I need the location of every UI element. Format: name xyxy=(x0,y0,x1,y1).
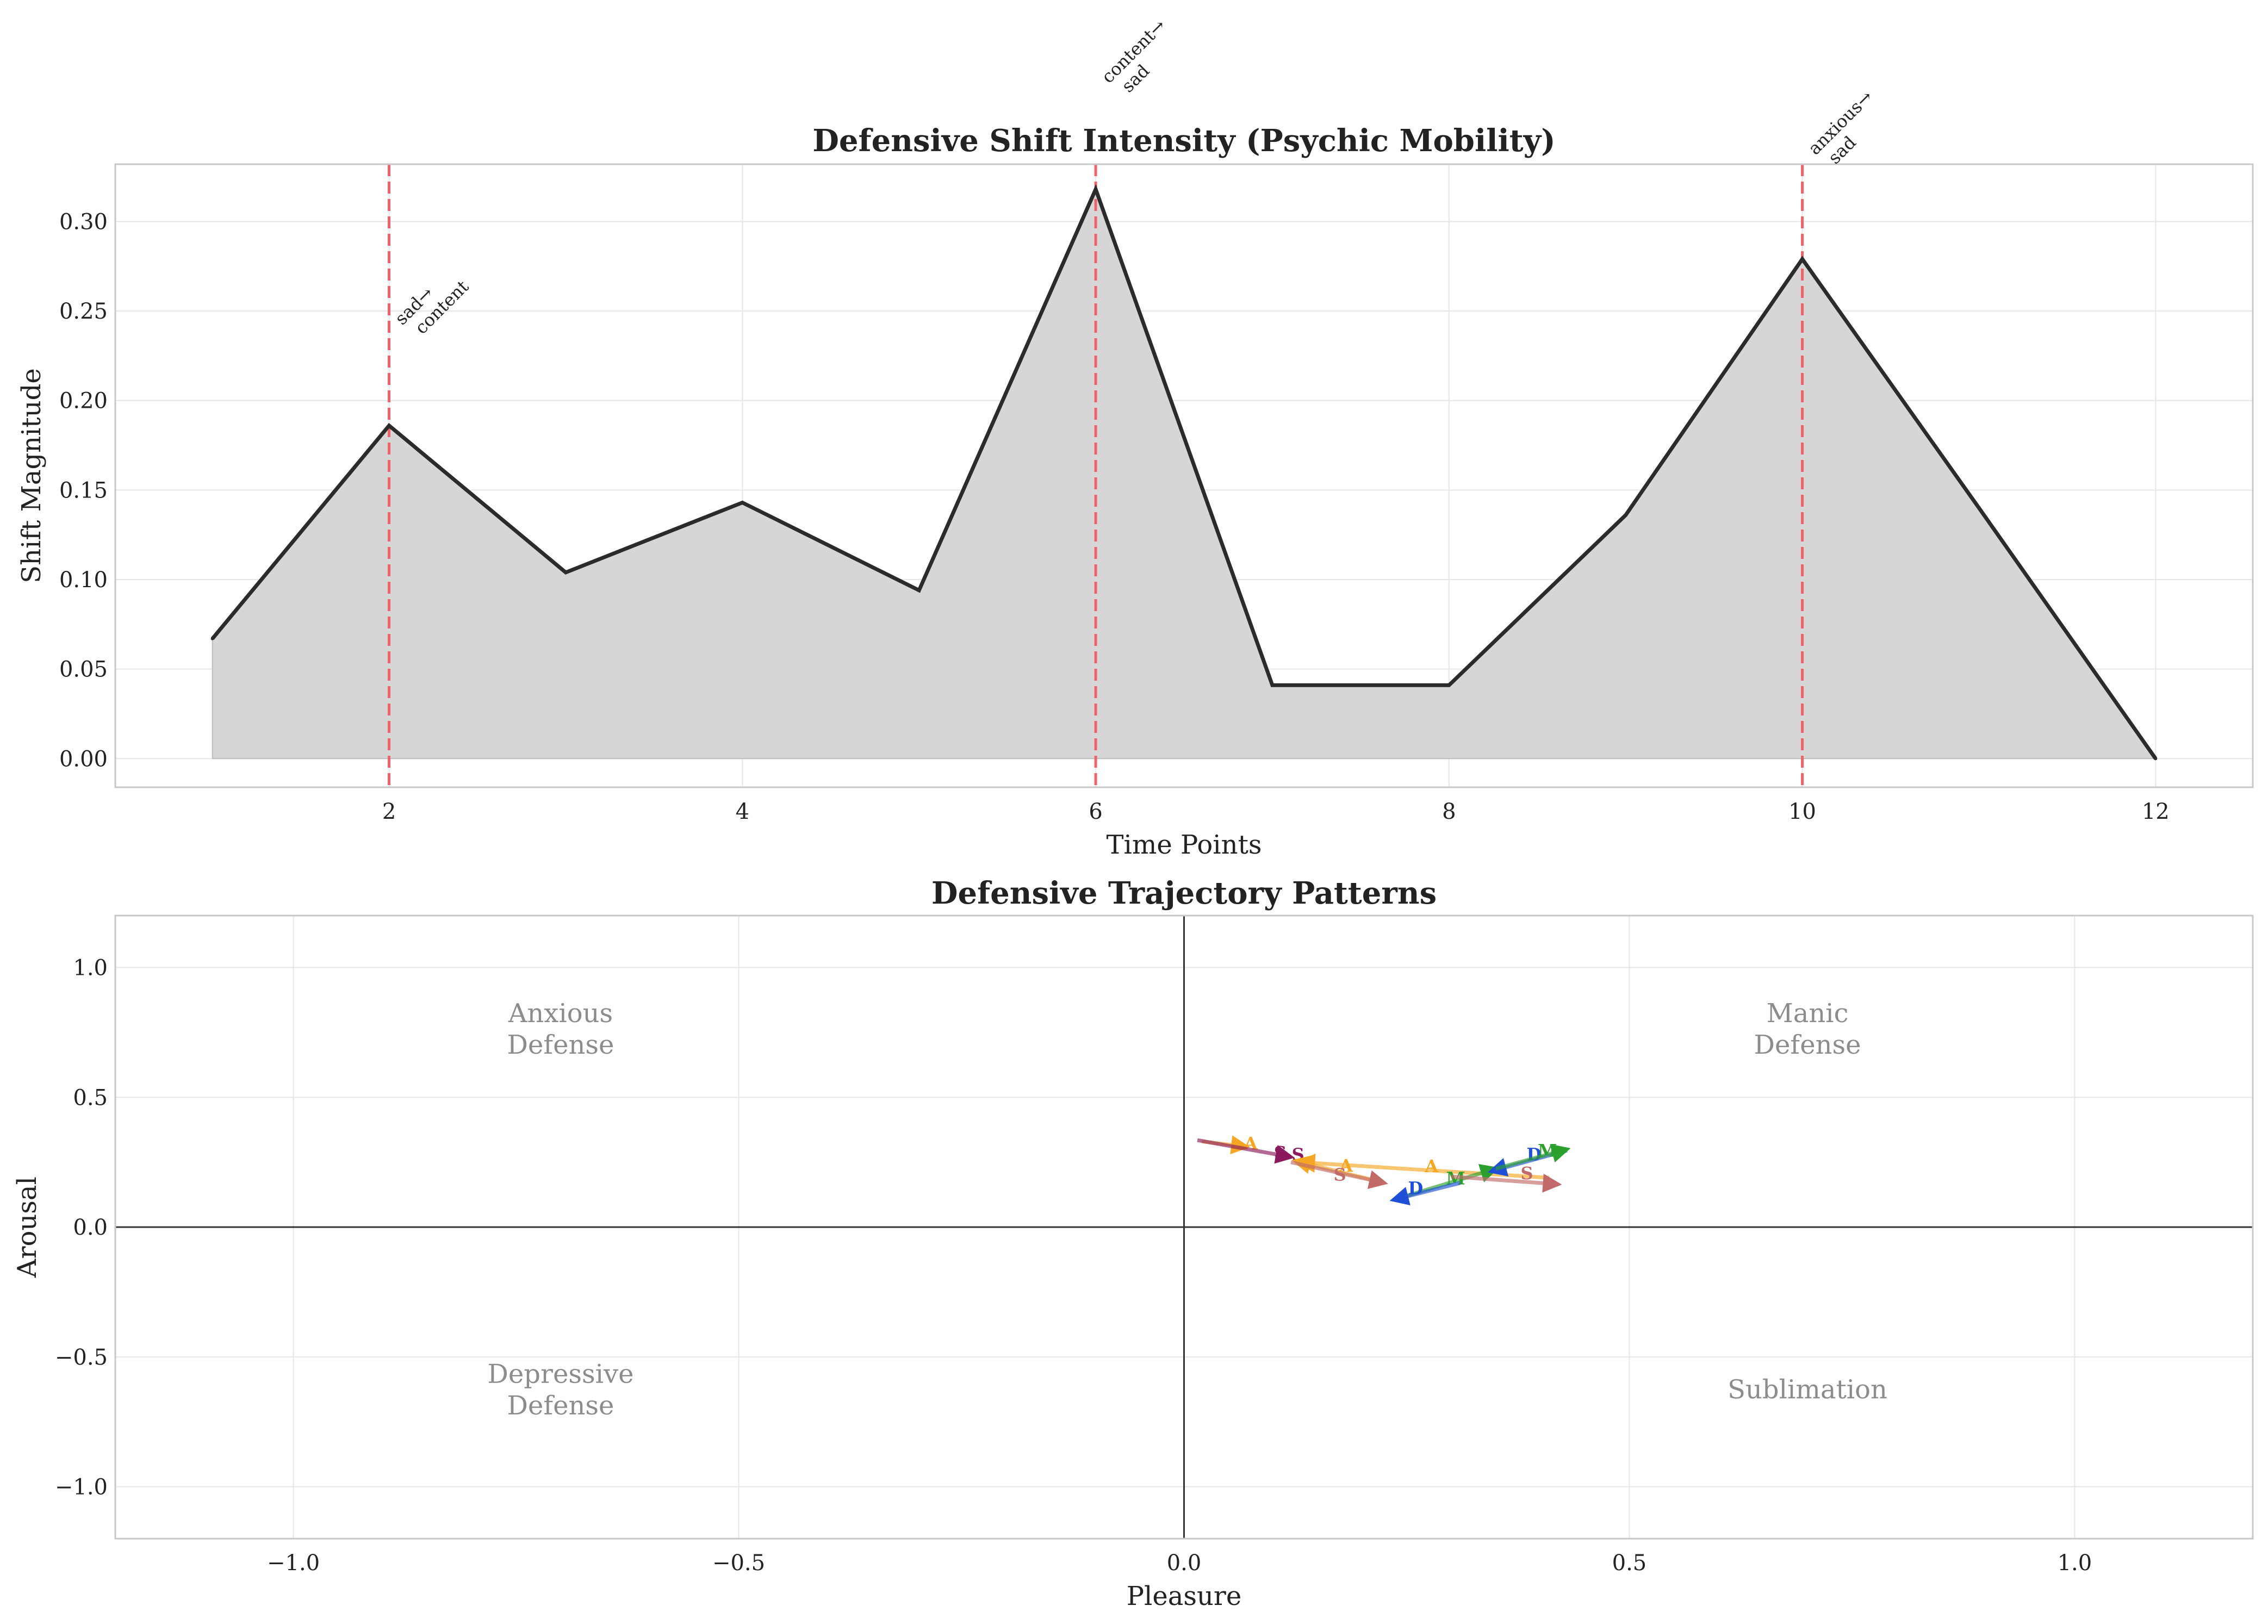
quadrant-label-3: Sublimation xyxy=(1728,1374,1887,1405)
x-tick-label-5: 12 xyxy=(2142,799,2170,824)
trajectory-arrow-1 xyxy=(1197,1138,1295,1164)
quadrant-label-line1-2: Depressive xyxy=(487,1359,633,1390)
traj-x-tick-label-0: −1.0 xyxy=(267,1551,320,1576)
data-point-12 xyxy=(2154,757,2158,761)
data-point-10 xyxy=(1800,257,1804,261)
quadrant-label-1: Manic Defense xyxy=(1754,998,1861,1060)
area-y-axis-label: Shift Magnitude xyxy=(16,368,47,583)
data-point-6 xyxy=(1094,188,1098,191)
quadrant-label-line1-1: Manic xyxy=(1767,998,1849,1029)
y-tick-label-0: 0.00 xyxy=(59,746,108,771)
trajectory-plot-frame xyxy=(114,914,2254,1540)
y-tick-label-2: 0.10 xyxy=(59,568,108,593)
trajectory-label-1: S xyxy=(1274,1142,1287,1163)
traj-y-tick-label-3: 0.5 xyxy=(73,1085,108,1110)
data-point-3 xyxy=(564,570,568,574)
area-chart-title: Defensive Shift Intensity (Psychic Mobil… xyxy=(812,123,1555,159)
y-tick-label-3: 0.15 xyxy=(59,478,108,503)
trajectory-x-axis-label: Pleasure xyxy=(1127,1581,1242,1611)
data-point-2 xyxy=(387,424,391,427)
traj-x-tick-label-4: 1.0 xyxy=(2058,1551,2092,1576)
traj-y-tick-label-4: 1.0 xyxy=(73,956,108,981)
area-plot-frame xyxy=(114,163,2254,788)
x-tick-label-3: 8 xyxy=(1442,799,1456,824)
quadrant-label-line2-1: Defense xyxy=(1754,1030,1861,1060)
trajectory-label-5: S xyxy=(1334,1165,1346,1185)
traj-x-tick-label-3: 0.5 xyxy=(1612,1551,1647,1576)
trajectory-chart-title: Defensive Trajectory Patterns xyxy=(931,875,1437,911)
traj-y-tick-label-1: −0.5 xyxy=(55,1345,108,1370)
trajectory-label-4: A xyxy=(1424,1156,1439,1177)
data-point-11 xyxy=(1977,506,1981,510)
quadrant-label-line1-3: Sublimation xyxy=(1728,1374,1887,1405)
quadrant-label-2: Depressive Defense xyxy=(487,1359,633,1421)
trajectory-arrow-7 xyxy=(1389,1181,1461,1205)
area-x-axis-label: Time Points xyxy=(1107,830,1262,860)
data-point-5 xyxy=(917,588,921,592)
quadrant-label-0: Anxious Defense xyxy=(507,998,614,1060)
shift-magnitude-line xyxy=(210,184,2158,760)
data-point-8 xyxy=(1447,683,1451,687)
trajectory-y-axis-label: Arousal xyxy=(12,1177,42,1278)
trajectory-arrow-8 xyxy=(1451,1173,1562,1193)
traj-x-tick-label-1: −0.5 xyxy=(712,1551,765,1576)
transition-annotation-2: anxious→sad xyxy=(1804,86,1877,168)
trajectory-arrow-5 xyxy=(1290,1160,1388,1189)
quadrant-label-line2-0: Defense xyxy=(507,1030,614,1060)
quadrant-label-line2-2: Defense xyxy=(507,1391,614,1421)
trajectory-label-8: S xyxy=(1521,1163,1533,1184)
traj-x-tick-label-2: 0.0 xyxy=(1167,1551,1202,1576)
x-tick-label-4: 10 xyxy=(1788,799,1816,824)
y-tick-label-6: 0.30 xyxy=(59,209,108,234)
trajectory-arrow-10 xyxy=(1495,1144,1571,1171)
y-tick-label-5: 0.25 xyxy=(59,299,108,324)
y-tick-label-1: 0.05 xyxy=(59,657,108,682)
trajectory-label-10: M xyxy=(1538,1141,1557,1161)
data-point-9 xyxy=(1624,513,1627,517)
traj-y-tick-label-2: 0.0 xyxy=(73,1215,108,1240)
data-point-4 xyxy=(741,501,744,505)
transition-annotation-1: content→sad xyxy=(1097,15,1170,97)
x-tick-label-0: 2 xyxy=(382,799,396,824)
x-tick-label-2: 6 xyxy=(1089,799,1102,824)
data-point-7 xyxy=(1270,683,1274,687)
trajectory-label-7: D xyxy=(1408,1178,1423,1198)
quadrant-label-line1-0: Anxious xyxy=(508,998,613,1029)
y-tick-label-4: 0.20 xyxy=(59,389,108,414)
data-point-1 xyxy=(210,637,214,640)
x-tick-label-1: 4 xyxy=(736,799,749,824)
traj-y-tick-label-0: −1.0 xyxy=(55,1475,108,1500)
